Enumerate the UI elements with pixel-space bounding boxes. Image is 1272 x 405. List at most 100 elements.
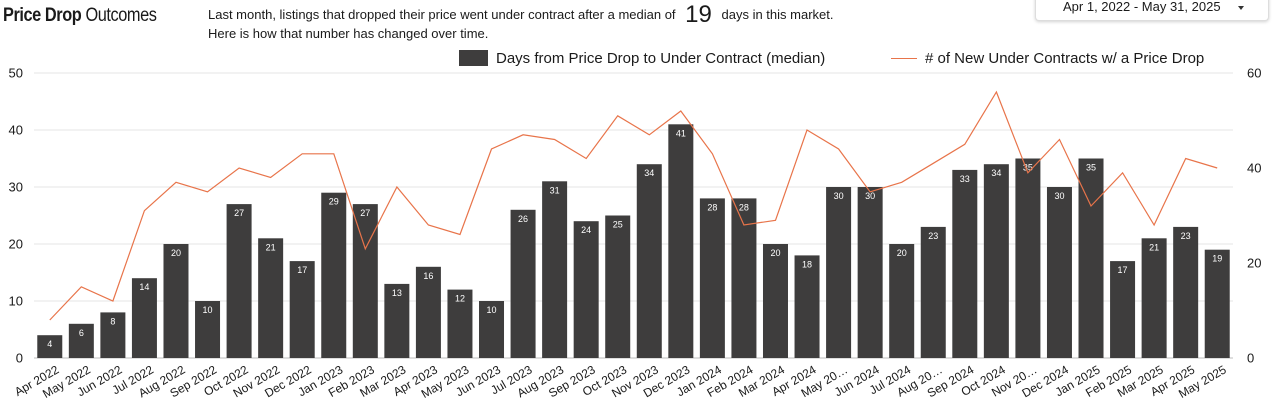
bar-data-label: 34 bbox=[991, 168, 1001, 178]
bar bbox=[289, 261, 315, 358]
bar-data-label: 30 bbox=[1054, 191, 1064, 201]
series-line bbox=[49, 90, 1218, 321]
legend-bar-swatch bbox=[459, 50, 488, 66]
bar bbox=[258, 238, 284, 358]
bar bbox=[983, 164, 1009, 358]
bar-data-label: 17 bbox=[1118, 265, 1128, 275]
bar bbox=[668, 124, 694, 358]
summary-line-2: Here is how that number has changed over… bbox=[208, 26, 489, 41]
bar-data-label: 28 bbox=[739, 202, 749, 212]
bar-data-label: 25 bbox=[613, 220, 623, 230]
bar bbox=[699, 198, 725, 358]
bar bbox=[1015, 158, 1041, 358]
summary-after: days in this market. bbox=[721, 7, 834, 22]
y-right-tick-label: 40 bbox=[1247, 161, 1261, 176]
bar bbox=[573, 221, 599, 358]
bar-data-label: 4 bbox=[47, 339, 52, 349]
bar bbox=[1141, 238, 1167, 358]
bar bbox=[542, 181, 568, 358]
bar-data-label: 17 bbox=[297, 265, 307, 275]
bar bbox=[131, 278, 157, 358]
summary-text: Last month, listings that dropped their … bbox=[208, 3, 834, 43]
bar bbox=[479, 301, 505, 358]
bar-data-label: 34 bbox=[644, 168, 654, 178]
bar-data-label: 35 bbox=[1023, 163, 1033, 173]
bar bbox=[857, 187, 883, 358]
title-rest: Outcomes bbox=[85, 5, 157, 26]
bar bbox=[37, 335, 63, 358]
y-left-tick-label: 20 bbox=[9, 237, 23, 252]
bar-data-label: 8 bbox=[110, 316, 115, 326]
legend-item-bars: Days from Price Drop to Under Contract (… bbox=[459, 50, 825, 67]
bar bbox=[447, 289, 473, 358]
date-range-value: Apr 1, 2022 - May 31, 2025 bbox=[1063, 0, 1221, 14]
bar bbox=[510, 209, 536, 358]
bar-data-label: 30 bbox=[865, 191, 875, 201]
bar bbox=[352, 204, 378, 358]
bar-data-label: 29 bbox=[329, 197, 339, 207]
bar-data-label: 14 bbox=[139, 282, 149, 292]
y-right-tick-label: 20 bbox=[1247, 256, 1261, 271]
bar-data-label: 41 bbox=[676, 128, 686, 138]
bar-data-label: 20 bbox=[897, 248, 907, 258]
page-title: Price Drop Outcomes bbox=[3, 5, 157, 27]
bar bbox=[794, 255, 820, 358]
bar bbox=[731, 198, 757, 358]
bar bbox=[195, 301, 221, 358]
bar bbox=[605, 215, 631, 358]
legend-item-line: # of New Under Contracts w/ a Price Drop bbox=[891, 50, 1204, 67]
bar-data-label: 27 bbox=[234, 208, 244, 218]
legend-bar-label: Days from Price Drop to Under Contract (… bbox=[496, 50, 826, 67]
bar bbox=[100, 312, 126, 358]
bar-data-label: 6 bbox=[79, 328, 84, 338]
title-bold: Price Drop bbox=[3, 5, 82, 26]
legend-line-label: # of New Under Contracts w/ a Price Drop bbox=[925, 50, 1205, 67]
y-right-tick-label: 0 bbox=[1247, 351, 1254, 366]
y-right-tick-label: 60 bbox=[1247, 66, 1261, 81]
bar bbox=[1046, 187, 1072, 358]
bar bbox=[920, 226, 946, 358]
bar bbox=[68, 323, 94, 358]
y-left-tick-label: 30 bbox=[9, 180, 23, 195]
y-left-tick-label: 10 bbox=[9, 294, 23, 309]
bar bbox=[1078, 158, 1104, 358]
dropdown-caret-icon[interactable] bbox=[1238, 6, 1244, 10]
bar-data-label: 26 bbox=[518, 214, 528, 224]
bar bbox=[163, 244, 189, 358]
y-left-tick-label: 50 bbox=[9, 66, 23, 81]
bar bbox=[321, 192, 347, 358]
bar-data-label: 27 bbox=[360, 208, 370, 218]
bar-data-label: 35 bbox=[1086, 163, 1096, 173]
bar bbox=[636, 164, 662, 358]
bar bbox=[1110, 261, 1136, 358]
y-left-tick-label: 0 bbox=[16, 351, 23, 366]
bar-data-label: 19 bbox=[1212, 254, 1222, 264]
bar bbox=[762, 244, 788, 358]
bar-data-label: 24 bbox=[581, 225, 591, 235]
bar-data-label: 23 bbox=[1181, 231, 1191, 241]
bar bbox=[952, 169, 978, 358]
bar-data-label: 12 bbox=[455, 294, 465, 304]
summary-number: 19 bbox=[685, 1, 712, 28]
bar-data-label: 31 bbox=[550, 185, 560, 195]
bar bbox=[415, 266, 441, 358]
bar bbox=[1173, 226, 1199, 358]
bar-data-label: 20 bbox=[770, 248, 780, 258]
bar-data-label: 30 bbox=[834, 191, 844, 201]
bar-data-label: 10 bbox=[487, 305, 497, 315]
bar bbox=[226, 204, 252, 358]
bar-data-label: 21 bbox=[266, 242, 276, 252]
bar bbox=[889, 244, 915, 358]
bar bbox=[826, 187, 852, 358]
bar-data-label: 28 bbox=[707, 202, 717, 212]
date-range-picker[interactable]: Apr 1, 2022 - May 31, 2025 bbox=[1035, 0, 1269, 21]
bar-data-label: 10 bbox=[203, 305, 213, 315]
summary-before: Last month, listings that dropped their … bbox=[208, 7, 676, 22]
bar-data-label: 21 bbox=[1149, 242, 1159, 252]
bar-data-label: 13 bbox=[392, 288, 402, 298]
legend-line-swatch bbox=[891, 57, 917, 59]
bar-data-label: 33 bbox=[960, 174, 970, 184]
bar bbox=[384, 283, 410, 358]
bar bbox=[1204, 249, 1230, 358]
